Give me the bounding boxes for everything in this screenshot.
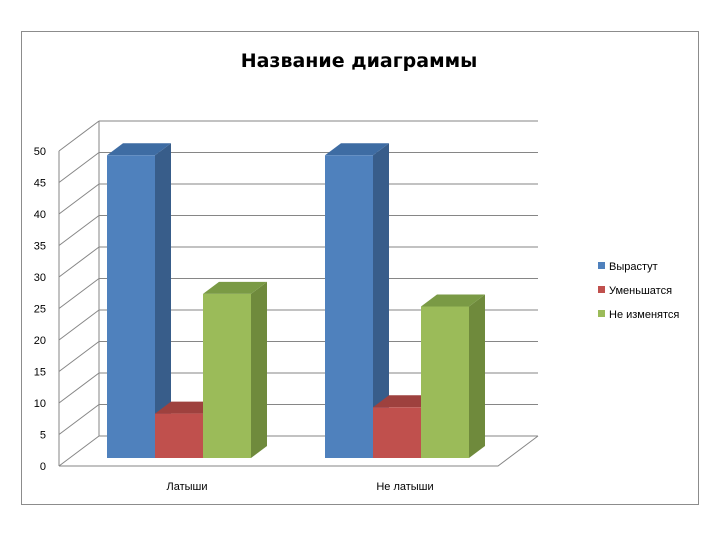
bar [421, 294, 485, 458]
legend: Вырастут Уменьшатся Не изменятся [598, 261, 679, 321]
gridline-side [58, 152, 100, 183]
x-axis-labels: Латыши Не латыши [166, 481, 433, 493]
gridline-side [58, 183, 100, 215]
bar-front [107, 155, 155, 459]
bar-top [203, 281, 267, 294]
gridline-side [58, 404, 100, 435]
y-tick-label: 30 [34, 272, 46, 284]
y-tick-label: 50 [34, 146, 46, 158]
chart-title: Название диаграммы [241, 50, 478, 72]
x-category-label: Не латыши [376, 481, 433, 493]
bar-front [325, 155, 373, 459]
y-tick-label: 15 [34, 367, 46, 379]
legend-label: Не изменятся [609, 309, 679, 321]
legend-label: Уменьшатся [609, 285, 672, 297]
gridline-side [58, 435, 100, 467]
gridline-side [58, 309, 100, 341]
bar-side [469, 294, 485, 458]
bar-top [107, 143, 171, 156]
bar-side [251, 281, 267, 458]
y-tick-label: 0 [40, 461, 46, 473]
gridline-side [58, 372, 100, 404]
legend-swatch [598, 262, 605, 269]
bar-top [421, 294, 485, 307]
bars [107, 143, 485, 459]
bar-front [421, 306, 469, 458]
floor-edge [59, 435, 539, 467]
bar-front [373, 407, 421, 458]
gridline-side [58, 215, 100, 246]
bar [107, 143, 171, 459]
x-category-label: Латыши [166, 481, 207, 493]
legend-swatch [598, 310, 605, 317]
gridline-side [58, 120, 100, 152]
legend-swatch [598, 286, 605, 293]
gridline-side [58, 341, 100, 372]
y-tick-label: 45 [34, 178, 46, 190]
bar-side [155, 143, 171, 459]
gridline-side [58, 246, 100, 278]
y-tick-label: 5 [40, 430, 46, 442]
y-axis-ticks: 0 5 10 15 20 25 30 35 40 45 50 [34, 146, 46, 473]
gridline-side [58, 278, 100, 309]
bar-front [203, 293, 251, 458]
y-tick-label: 20 [34, 335, 46, 347]
bar-side [373, 143, 389, 459]
y-tick-label: 35 [34, 241, 46, 253]
bar [325, 143, 389, 459]
bar [203, 281, 267, 458]
y-tick-label: 10 [34, 398, 46, 410]
y-tick-label: 40 [34, 209, 46, 221]
bar-top [325, 143, 389, 156]
bar-front [155, 413, 203, 458]
legend-label: Вырастут [609, 261, 658, 273]
y-tick-label: 25 [34, 304, 46, 316]
